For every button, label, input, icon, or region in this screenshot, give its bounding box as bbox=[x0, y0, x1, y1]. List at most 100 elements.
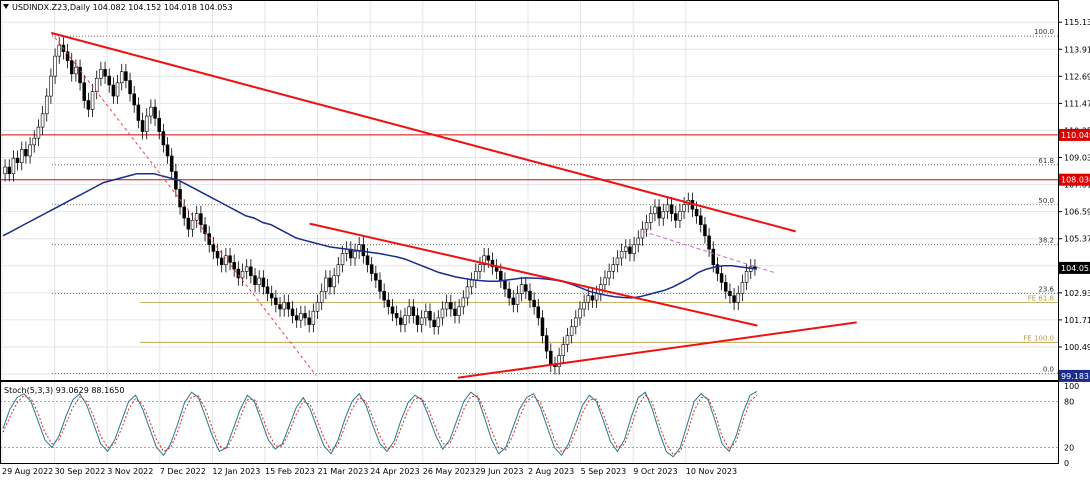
candle-body bbox=[645, 223, 648, 230]
candle-body bbox=[120, 72, 123, 83]
candle-body bbox=[133, 94, 136, 105]
price-tick-label: 105.370 bbox=[1064, 235, 1090, 244]
candle-body bbox=[12, 158, 15, 174]
candle-body bbox=[641, 229, 644, 238]
candle-body bbox=[145, 116, 148, 132]
candle-body bbox=[295, 316, 298, 320]
candle-body bbox=[183, 207, 186, 218]
candle-body bbox=[424, 311, 427, 318]
candle-body bbox=[266, 287, 269, 294]
candle-body bbox=[712, 249, 715, 265]
stochastic-tick-label: 0 bbox=[1064, 459, 1069, 468]
candle-body bbox=[608, 271, 611, 278]
candle-body bbox=[470, 280, 473, 287]
collapse-triangle-icon[interactable] bbox=[3, 4, 9, 9]
candle-body bbox=[333, 276, 336, 287]
candle-body bbox=[524, 285, 527, 292]
candle-body bbox=[745, 271, 748, 282]
candle-body bbox=[187, 218, 190, 229]
candle-body bbox=[108, 76, 111, 85]
candle-body bbox=[245, 267, 248, 271]
candle-body bbox=[633, 245, 636, 254]
candle-body bbox=[662, 211, 665, 218]
symbol-header: USDINDX.Z23,Daily 104.082 104.152 104.01… bbox=[12, 3, 233, 12]
price-badge-label: 104.053 bbox=[1061, 264, 1090, 273]
candle-body bbox=[191, 220, 194, 229]
candle-body bbox=[674, 214, 677, 221]
fib-level-label: 61.8 bbox=[1038, 157, 1054, 165]
candle-body bbox=[229, 256, 232, 263]
fib-level-label: 50.0 bbox=[1038, 197, 1054, 205]
candle-body bbox=[628, 247, 631, 254]
candle-body bbox=[91, 92, 94, 110]
price-badge-label: 110.049 bbox=[1061, 131, 1090, 140]
candle-body bbox=[741, 282, 744, 293]
candle-body bbox=[616, 258, 619, 265]
stochastic-label: Stoch(5,3,3) 93.0629 88.1650 bbox=[4, 386, 124, 395]
candle-body bbox=[666, 205, 669, 212]
price-tick-label: 112.690 bbox=[1064, 72, 1090, 81]
candle-body bbox=[399, 318, 402, 325]
candle-body bbox=[587, 296, 590, 303]
candle-body bbox=[137, 105, 140, 121]
candle-body bbox=[216, 251, 219, 258]
trendline-layer[interactable] bbox=[51, 33, 857, 378]
candle-body bbox=[212, 245, 215, 252]
candle-body bbox=[541, 318, 544, 336]
candle-body bbox=[83, 83, 86, 101]
candle-body bbox=[33, 138, 36, 145]
candle-body bbox=[279, 305, 282, 309]
candle-body bbox=[537, 307, 540, 318]
candle-body bbox=[383, 291, 386, 300]
candle-body bbox=[474, 271, 477, 280]
candle-body bbox=[591, 296, 594, 300]
candle-body bbox=[620, 251, 623, 258]
candle-body bbox=[129, 81, 132, 94]
candle-body bbox=[4, 167, 7, 174]
candle-body bbox=[454, 309, 457, 316]
candle-body bbox=[166, 145, 169, 156]
level-layer: 100.061.850.038.223.60.0FE 61.8FE 100.0 bbox=[0, 28, 1058, 373]
candle-body bbox=[41, 114, 44, 127]
candle-body bbox=[733, 296, 736, 303]
candle-body bbox=[141, 120, 144, 131]
candle-body bbox=[753, 267, 756, 268]
candle-body bbox=[49, 76, 52, 96]
price-tick-label: 100.490 bbox=[1064, 343, 1090, 352]
price-tick-label: 102.930 bbox=[1064, 289, 1090, 298]
price-tick-label: 106.590 bbox=[1064, 208, 1090, 217]
fe-level-label: FE 100.0 bbox=[1023, 334, 1054, 342]
candle-body bbox=[495, 267, 498, 271]
candle-body bbox=[416, 316, 419, 325]
candle-body bbox=[45, 96, 48, 114]
candle-body bbox=[595, 293, 598, 300]
candle-body bbox=[429, 311, 432, 320]
candle-body bbox=[387, 300, 390, 307]
candle-body bbox=[562, 345, 565, 356]
stochastic-tick-label: 80 bbox=[1064, 397, 1074, 406]
candle-body bbox=[724, 282, 727, 291]
candle-body bbox=[20, 149, 23, 162]
price-tick-label: 115.130 bbox=[1064, 18, 1090, 27]
time-tick-label: 30 Sep 2022 bbox=[55, 467, 106, 476]
candle-body bbox=[24, 149, 27, 156]
candle-body bbox=[499, 271, 502, 280]
stochastic-signal-line bbox=[3, 395, 757, 454]
trendline[interactable] bbox=[51, 33, 316, 376]
candle-body bbox=[149, 107, 152, 116]
candle-body bbox=[624, 247, 627, 251]
candle-body bbox=[241, 271, 244, 278]
candle-body bbox=[437, 318, 440, 327]
candle-body bbox=[449, 302, 452, 309]
candle-body bbox=[304, 313, 307, 317]
time-tick-label: 9 Oct 2023 bbox=[633, 467, 677, 476]
candle-body bbox=[370, 265, 373, 274]
candle-body bbox=[270, 293, 273, 297]
candle-body bbox=[324, 278, 327, 291]
candle-body bbox=[312, 311, 315, 324]
candle-body bbox=[354, 251, 357, 258]
candle-body bbox=[262, 278, 265, 287]
trendline[interactable] bbox=[458, 322, 857, 377]
candle-body bbox=[708, 236, 711, 249]
